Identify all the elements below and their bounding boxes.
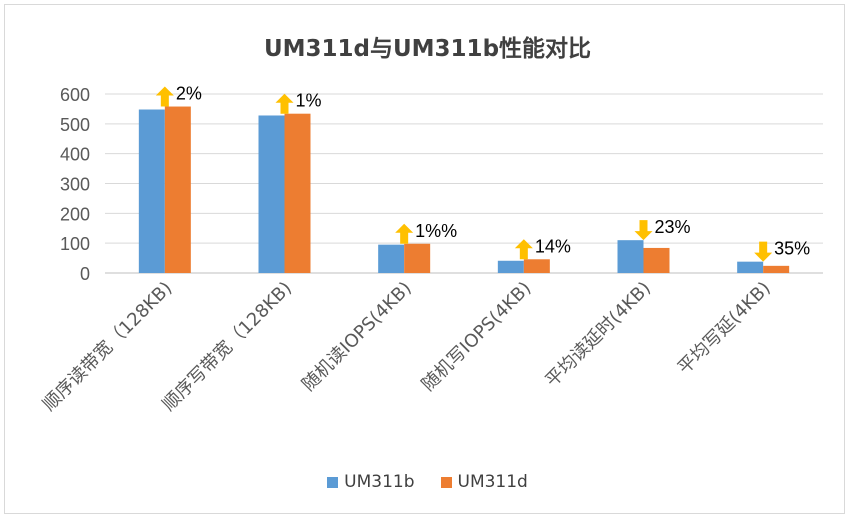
x-tick-label: 顺序读带宽（128KB) [39,278,177,416]
bar-um311b [138,109,165,273]
change-label: 1%% [415,221,457,241]
x-tick-label: 平均读延时(4KB) [541,278,655,392]
y-tick-label: 0 [80,264,90,284]
legend-item-um311b: UM311b [327,472,415,492]
bar-um311b [737,261,764,273]
y-tick-label: 300 [60,175,90,195]
legend-swatch-um311b [327,476,339,488]
x-tick-label: 随机写IOPS(4KB) [418,278,536,396]
bar-um311d [164,106,191,273]
y-tick-label: 200 [60,204,90,224]
y-tick-label: 500 [60,115,90,135]
y-tick-label: 100 [60,234,90,254]
arrow-up-icon [275,93,294,114]
change-label: 2% [176,84,202,104]
legend-item-um311d: UM311d [440,472,528,492]
bar-um311b [617,240,644,273]
arrow-down-icon [634,220,653,241]
change-label: 14% [535,236,571,256]
arrow-down-icon [754,241,773,262]
change-label: 1% [296,91,322,111]
x-tick-label: 顺序写带宽（128KB) [158,278,296,416]
y-tick-label: 400 [60,145,90,165]
chart-title: UM311d与UM311b性能对比 [263,36,592,62]
y-tick-label: 600 [60,85,90,105]
arrow-up-icon [395,223,414,244]
legend-label-um311d: UM311d [457,472,528,492]
change-label: 23% [655,217,691,237]
legend-label-um311b: UM311b [344,472,415,492]
legend: UM311b UM311d [0,472,855,492]
arrow-up-icon [155,86,174,107]
x-tick-label: 随机读IOPS(4KB) [298,278,416,396]
bar-um311d [284,113,311,273]
bar-um311b [258,115,285,273]
legend-swatch-um311d [440,476,452,488]
change-label: 35% [774,239,810,259]
bar-um311b [378,244,405,273]
bar-um311d [523,259,550,273]
bar-um311d [404,243,431,273]
bar-um311d [643,247,670,273]
bar-um311d [763,265,790,273]
bar-um311b [497,260,524,273]
arrow-up-icon [514,239,533,260]
x-tick-label: 平均写延(4KB) [674,278,775,379]
